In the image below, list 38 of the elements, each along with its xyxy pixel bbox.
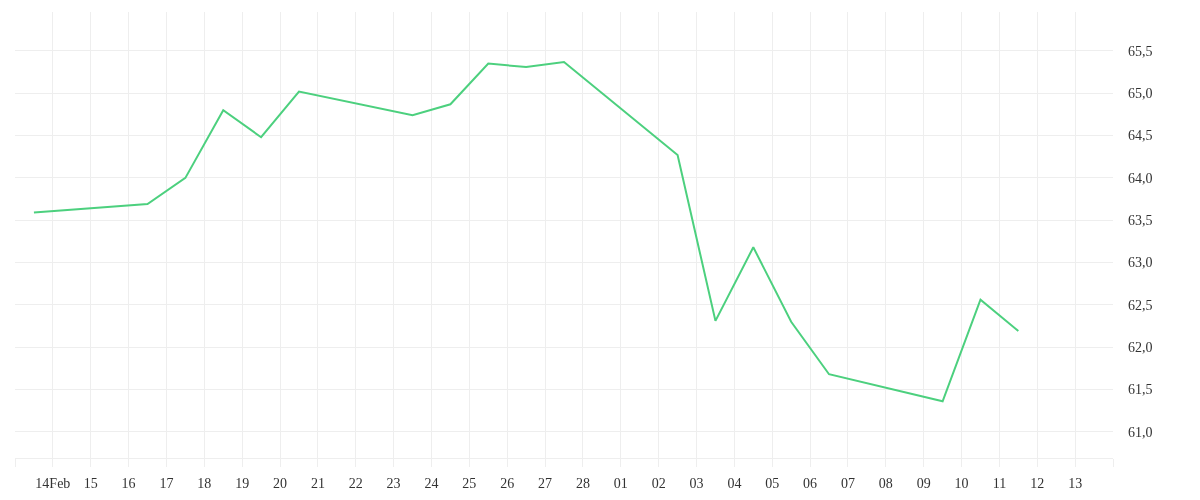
y-tick-label: 65,0 bbox=[1128, 86, 1153, 102]
x-tick-label: 21 bbox=[310, 475, 325, 491]
x-tick-label: 10 bbox=[954, 475, 969, 491]
y-tick-label: 64,5 bbox=[1128, 128, 1153, 144]
x-tick-label: 23 bbox=[386, 475, 401, 491]
x-tick-label: 16 bbox=[121, 475, 136, 491]
x-tick-label: 01 bbox=[613, 475, 628, 491]
x-tick-label: 06 bbox=[803, 475, 818, 491]
x-tick-label: 14Feb bbox=[35, 475, 71, 491]
x-tick-label: 24 bbox=[424, 475, 439, 491]
x-tick-label: 20 bbox=[273, 475, 288, 491]
x-tick-label: 02 bbox=[651, 475, 666, 491]
x-tick-label: 09 bbox=[916, 475, 931, 491]
x-tick-label: 25 bbox=[462, 475, 477, 491]
x-tick-label: 15 bbox=[83, 475, 98, 491]
x-tick-label: 28 bbox=[575, 475, 590, 491]
y-tick-label: 63,5 bbox=[1128, 213, 1153, 229]
y-tick-label: 61,5 bbox=[1128, 382, 1153, 398]
x-tick-label: 08 bbox=[878, 475, 893, 491]
y-tick-label: 62,5 bbox=[1128, 297, 1153, 313]
y-tick-label: 63,0 bbox=[1128, 255, 1153, 271]
x-tick-label: 11 bbox=[992, 475, 1007, 491]
x-tick-label: 13 bbox=[1068, 475, 1083, 491]
x-tick-label: 05 bbox=[765, 475, 780, 491]
y-tick-label: 64,0 bbox=[1128, 170, 1153, 186]
x-tick-label: 04 bbox=[727, 475, 742, 491]
x-tick-label: 03 bbox=[689, 475, 704, 491]
x-tick-label: 27 bbox=[538, 475, 553, 491]
x-tick-label: 18 bbox=[197, 475, 212, 491]
x-tick-label: 17 bbox=[159, 475, 174, 491]
x-tick-label: 12 bbox=[1030, 475, 1045, 491]
x-tick-label: 22 bbox=[348, 475, 363, 491]
x-tick-label: 26 bbox=[500, 475, 515, 491]
y-tick-label: 65,5 bbox=[1128, 43, 1153, 59]
y-tick-label: 62,0 bbox=[1128, 340, 1153, 356]
x-tick-label: 07 bbox=[840, 475, 855, 491]
x-tick-label: 19 bbox=[235, 475, 250, 491]
y-tick-label: 61,0 bbox=[1128, 424, 1153, 440]
